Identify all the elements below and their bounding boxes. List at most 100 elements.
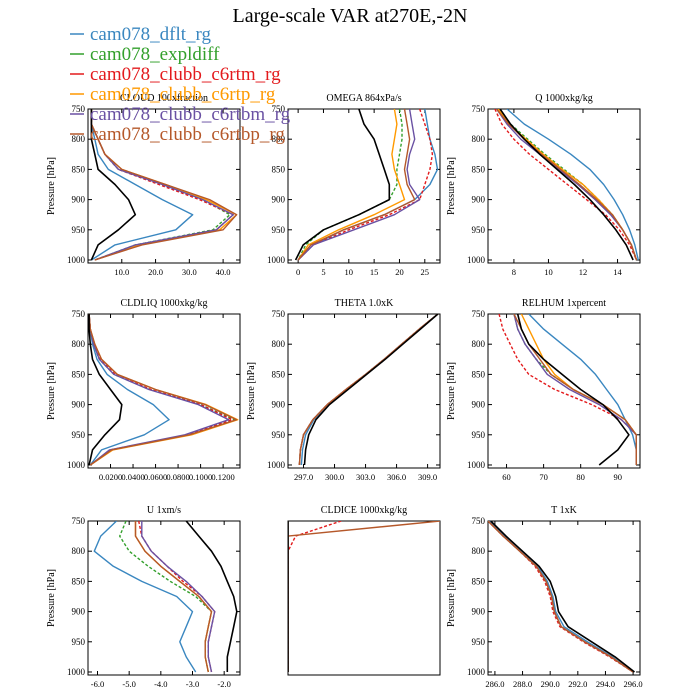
series-group <box>498 314 637 466</box>
series-line-2 <box>298 314 439 466</box>
y-axis-label: Pressure [hPa] <box>446 569 457 627</box>
series-group <box>494 109 639 261</box>
reference-line <box>490 521 635 673</box>
y-tick-label: 850 <box>472 164 486 174</box>
series-group <box>488 521 635 673</box>
legend: cam078_dflt_rgcam078_expldiffcam078_club… <box>70 24 291 145</box>
legend-label: cam078_clubb_c6rtp_rg <box>90 84 276 105</box>
series-line-6 <box>88 314 238 466</box>
y-tick-label: 1000 <box>67 255 86 265</box>
series-line-5 <box>297 109 421 261</box>
x-tick-label: 309.0 <box>418 472 437 482</box>
x-tick-label: -3.0 <box>186 679 199 689</box>
x-tick-label: 0.0800 <box>166 472 189 482</box>
reference-line <box>499 109 634 261</box>
plot-frame <box>287 313 441 469</box>
y-axis-label: Pressure [hPa] <box>446 157 457 215</box>
series-line-2 <box>297 109 403 261</box>
y-tick-label: 950 <box>472 430 486 440</box>
panel-title: T 1xK <box>551 505 577 516</box>
panels: CLOUD 100xfraction Pressure [hPa] 750 800 85… <box>46 93 643 689</box>
y-tick-label: 850 <box>472 576 486 586</box>
series-line-6 <box>297 109 416 261</box>
y-tick-label: 950 <box>272 225 286 235</box>
y-tick-label: 850 <box>72 369 86 379</box>
series-line-6 <box>134 521 213 673</box>
series-line-3 <box>498 314 637 465</box>
x-tick-label: 40.0 <box>216 267 231 277</box>
panel-5: THETA 1.0xK Pressure [hPa] 750 800 850 900 950… <box>246 298 441 482</box>
y-tick-label: 850 <box>272 369 286 379</box>
y-tick-label: 900 <box>72 195 86 205</box>
panel-2: OMEGA 864xPa/s 750 800 850 900 950 1000 0 5 10 15 2… <box>267 93 441 277</box>
y-tick-label: 750 <box>472 104 486 114</box>
panel-1: CLOUD 100xfraction Pressure [hPa] 750 800 85… <box>46 93 241 277</box>
plot-frame <box>87 520 241 676</box>
panel-title: OMEGA 864xPa/s <box>326 93 401 104</box>
panel-7: U 1xm/s Pressure [hPa] 750 800 850 900 950 1000… <box>46 505 241 689</box>
series-line-1 <box>300 314 439 466</box>
y-axis-label: Pressure [hPa] <box>246 362 257 420</box>
series-line-1 <box>297 109 439 261</box>
panel-title: RELHUM 1xpercent <box>522 298 606 309</box>
panel-title: U 1xm/s <box>147 505 181 516</box>
panel-3: Q 1000xkg/kg Pressure [hPa] 750 800 850 900 95… <box>446 93 641 277</box>
series-line-5 <box>298 314 439 466</box>
x-tick-label: 14 <box>613 267 622 277</box>
y-tick-label: 900 <box>272 400 286 410</box>
x-tick-label: 0.0600 <box>144 472 167 482</box>
panel-title: CLOUD 100xfraction <box>120 93 208 104</box>
y-tick-label: 900 <box>272 195 286 205</box>
y-axis-label: Pressure [hPa] <box>46 157 57 215</box>
panel-9: T 1xK Pressure [hPa] 750 800 850 900 950 1000 28… <box>446 505 643 689</box>
x-tick-label: 286.0 <box>485 679 504 689</box>
series-line-2 <box>488 521 634 673</box>
x-tick-label: 290.0 <box>541 679 560 689</box>
x-tick-label: 300.0 <box>325 472 344 482</box>
y-tick-label: 950 <box>472 637 486 647</box>
series-line-1 <box>528 314 637 465</box>
series-group <box>93 521 238 673</box>
y-tick-label: 900 <box>472 607 486 617</box>
panel-title: CLDLIQ 1000xkg/kg <box>121 298 208 309</box>
x-tick-label: 0.0400 <box>121 472 144 482</box>
series-line-6 <box>90 109 238 261</box>
reference-line <box>516 314 630 466</box>
y-tick-label: 1000 <box>67 667 86 677</box>
x-tick-label: -5.0 <box>122 679 135 689</box>
y-tick-label: 800 <box>472 134 486 144</box>
series-line-5 <box>88 314 230 466</box>
plot-frame <box>487 108 641 264</box>
x-tick-label: -4.0 <box>154 679 167 689</box>
x-tick-label: 0 <box>296 267 300 277</box>
series-line-1 <box>506 109 639 261</box>
y-tick-label: 1000 <box>467 255 486 265</box>
series-line-5 <box>141 521 216 673</box>
x-tick-label: 294.0 <box>596 679 615 689</box>
y-tick-label: 900 <box>72 607 86 617</box>
y-tick-label: 750 <box>472 516 486 526</box>
series-line-4 <box>488 521 634 673</box>
y-tick-label: 950 <box>72 637 86 647</box>
plot-frame <box>287 108 441 264</box>
y-tick-label: 850 <box>72 164 86 174</box>
legend-label: cam078_clubb_c6rtm_rg <box>90 64 281 85</box>
series-line-3 <box>488 521 634 673</box>
panel-title: THETA 1.0xK <box>335 298 394 309</box>
legend-label: cam078_clubb_c6rtbp_rg <box>90 124 285 145</box>
series-line-3 <box>298 314 439 466</box>
x-tick-label: 306.0 <box>387 472 406 482</box>
reference-line <box>88 314 123 466</box>
y-tick-label: 800 <box>272 339 286 349</box>
series-line-4 <box>298 314 439 466</box>
series-group <box>288 521 440 672</box>
y-tick-label: 950 <box>72 430 86 440</box>
y-tick-label: 800 <box>472 339 486 349</box>
figure-title: Large-scale VAR at270E,-2N <box>233 5 468 27</box>
x-tick-label: -2.0 <box>217 679 230 689</box>
y-axis-label: Pressure [hPa] <box>446 362 457 420</box>
x-tick-label: 296.0 <box>624 679 643 689</box>
x-tick-label: -6.0 <box>91 679 104 689</box>
y-tick-label: 1000 <box>467 667 486 677</box>
reference-line <box>294 109 391 261</box>
